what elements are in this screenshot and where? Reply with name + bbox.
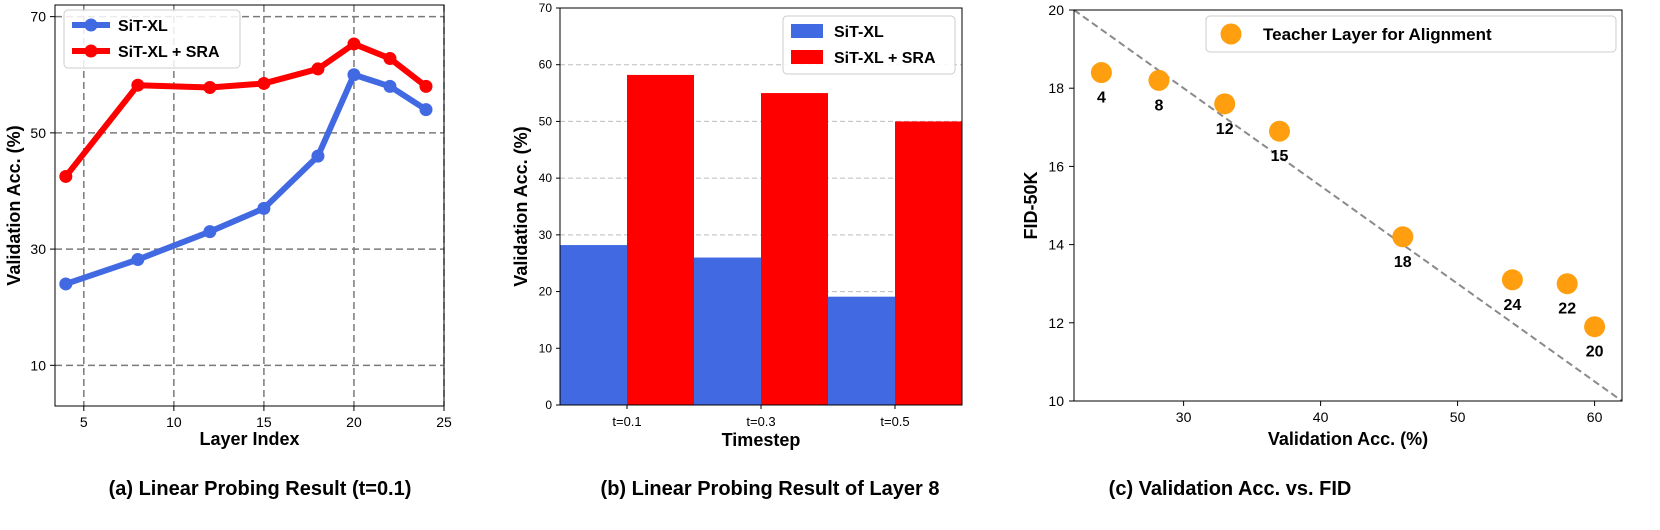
point-label: 18 <box>1394 254 1412 271</box>
bar-sit-xl <box>828 296 895 405</box>
scatter-point <box>1214 93 1236 115</box>
bar-sit-xl-sra <box>895 121 962 405</box>
y-axis-label-c: FID-50K <box>1021 171 1041 239</box>
legend-label: SiT-XL + SRA <box>118 44 220 61</box>
y-tick-label-b: 0 <box>545 398 552 412</box>
x-tick-label-a: 25 <box>436 414 452 430</box>
legend-label: SiT-XL <box>834 24 884 41</box>
scatter-point <box>1392 226 1414 248</box>
legend-marker <box>1220 23 1242 45</box>
x-tick-label-c: 40 <box>1313 409 1329 425</box>
y-tick-label-c: 12 <box>1048 315 1064 331</box>
point-label: 22 <box>1558 301 1576 318</box>
data-point <box>131 78 145 92</box>
data-point <box>383 79 397 93</box>
y-tick-label-c: 14 <box>1048 237 1064 253</box>
scatter-point <box>1269 120 1290 142</box>
y-tick-label-a: 30 <box>30 241 46 257</box>
bar-sit-xl <box>560 245 627 405</box>
point-label: 4 <box>1097 90 1106 107</box>
y-tick-label-c: 10 <box>1048 393 1064 409</box>
data-point <box>203 225 217 239</box>
legend-label: Teacher Layer for Alignment <box>1263 25 1492 44</box>
scatter-point <box>1090 62 1112 84</box>
x-tick-label-a: 10 <box>166 414 182 430</box>
plot-frame-c <box>1073 9 1623 402</box>
x-tick-label-c: 50 <box>1450 409 1466 425</box>
y-tick-label-b: 20 <box>539 285 553 299</box>
legend-label: SiT-XL + SRA <box>834 50 936 67</box>
data-point <box>383 51 397 65</box>
data-point <box>59 277 73 291</box>
data-point <box>311 62 325 76</box>
point-label: 15 <box>1271 148 1289 165</box>
bar-sit-xl-sra <box>761 93 828 406</box>
y-axis-label-b: Validation Acc. (%) <box>511 126 531 286</box>
y-tick-label-b: 50 <box>539 114 553 128</box>
legend-swatch <box>791 50 823 64</box>
plot-frame-a <box>54 4 445 407</box>
x-axis-label-b: Timestep <box>722 430 801 450</box>
legend-marker <box>84 44 98 58</box>
legend-box-b <box>782 15 956 75</box>
y-tick-label-b: 30 <box>539 228 553 242</box>
plot-frame-b <box>559 7 963 406</box>
scatter-point <box>1584 316 1606 338</box>
x-tick-label-c: 60 <box>1587 409 1603 425</box>
caption-a: (a) Linear Probing Result (t=0.1) <box>108 478 412 500</box>
y-tick-label-c: 18 <box>1048 80 1064 96</box>
legend-label: SiT-XL <box>118 18 168 35</box>
bar-sit-xl-sra <box>627 74 694 406</box>
caption-c: (c) Validation Acc. vs. FID <box>1108 478 1352 500</box>
data-point <box>59 169 73 183</box>
legend-swatch <box>791 24 823 38</box>
point-label: 20 <box>1586 344 1604 361</box>
scatter-point <box>1501 269 1523 291</box>
x-tick-label-b: t=0.1 <box>612 414 641 429</box>
x-tick-label-c: 30 <box>1176 409 1192 425</box>
data-point <box>257 76 271 90</box>
y-tick-label-a: 50 <box>30 125 46 141</box>
caption-b: (b) Linear Probing Result of Layer 8 <box>600 478 940 500</box>
y-tick-label-b: 70 <box>539 1 553 15</box>
y-tick-label-c: 16 <box>1048 158 1064 174</box>
y-tick-label-c: 20 <box>1048 2 1064 18</box>
trend-line <box>1073 9 1623 402</box>
y-axis-label-a: Validation Acc. (%) <box>4 125 24 285</box>
data-point <box>419 103 433 117</box>
x-tick-label-b: t=0.5 <box>880 414 909 429</box>
data-point <box>257 201 271 215</box>
y-tick-label-b: 60 <box>539 58 553 72</box>
x-tick-label-a: 5 <box>80 414 88 430</box>
data-point <box>347 37 361 51</box>
point-label: 24 <box>1504 297 1522 314</box>
point-label: 12 <box>1216 121 1234 138</box>
y-tick-label-b: 40 <box>539 171 553 185</box>
data-point <box>203 81 217 95</box>
data-point <box>419 79 433 93</box>
bar-sit-xl <box>694 257 761 405</box>
x-tick-label-a: 20 <box>346 414 362 430</box>
x-axis-label-c: Validation Acc. (%) <box>1268 429 1428 449</box>
y-tick-label-b: 10 <box>539 341 553 355</box>
legend-marker <box>84 18 98 32</box>
x-tick-label-b: t=0.3 <box>746 414 775 429</box>
y-tick-label-a: 10 <box>30 357 46 373</box>
data-point <box>347 68 361 82</box>
data-point <box>131 253 145 267</box>
legend-box-c <box>1205 15 1617 53</box>
x-tick-label-a: 15 <box>256 414 272 430</box>
scatter-point <box>1148 69 1170 91</box>
scatter-point <box>1556 273 1578 295</box>
x-axis-label-a: Layer Index <box>199 429 299 449</box>
point-label: 8 <box>1154 97 1163 114</box>
y-tick-label-a: 70 <box>30 9 46 25</box>
data-point <box>311 149 325 163</box>
figure: 5 10 15 20 25 10 30 50 70 Layer Index Validation A… <box>4 1 1623 450</box>
